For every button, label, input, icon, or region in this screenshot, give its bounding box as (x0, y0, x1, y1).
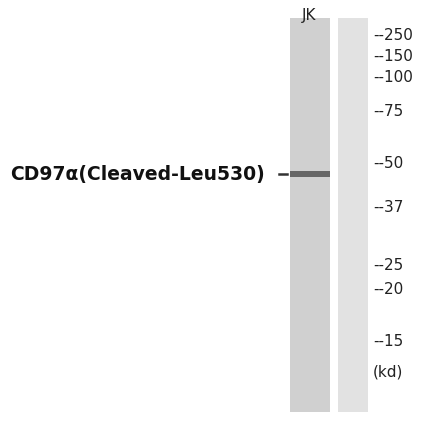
Text: --50: --50 (373, 156, 403, 171)
Text: --15: --15 (373, 334, 403, 349)
Text: JK: JK (302, 8, 316, 23)
Bar (338, 18, 368, 412)
Text: --100: --100 (373, 70, 413, 85)
Text: --150: --150 (373, 49, 413, 64)
Text: --20: --20 (373, 282, 403, 297)
Text: --75: --75 (373, 104, 403, 119)
Text: CD97α(Cleaved-Leu530): CD97α(Cleaved-Leu530) (10, 164, 264, 184)
Bar (290, 171, 330, 177)
Text: (kd): (kd) (373, 364, 403, 379)
Text: --37: --37 (373, 200, 403, 215)
Bar (290, 18, 330, 412)
Text: --250: --250 (373, 28, 413, 43)
Text: --25: --25 (373, 258, 403, 273)
